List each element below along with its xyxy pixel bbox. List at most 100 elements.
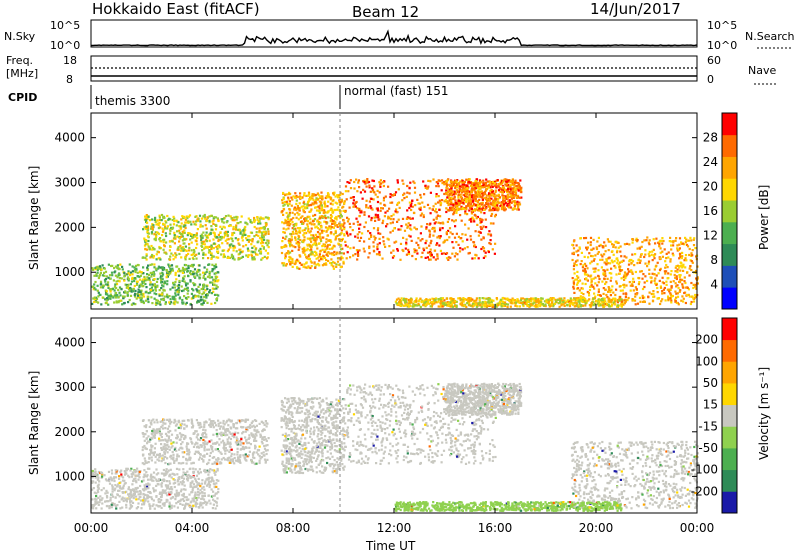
data-cell [320,239,323,243]
data-cell [589,262,592,265]
data-cell [395,302,398,305]
data-cell [282,208,286,211]
data-cell [106,293,109,296]
data-cell [298,254,301,257]
data-cell [230,243,233,246]
data-cell [617,263,620,266]
data-cell [478,198,481,201]
data-cell [321,207,324,210]
data-cell [112,279,115,282]
data-cell [359,191,362,194]
data-cell [286,193,289,196]
data-cell [642,300,645,303]
data-cell [657,272,660,275]
data-cell [575,297,578,300]
data-cell [398,206,401,209]
data-cell [569,297,572,300]
data-cell [226,250,229,253]
data-cell [595,247,599,251]
data-cell [210,257,213,260]
data-cell [594,282,597,285]
data-cell [373,191,376,194]
data-cell [210,214,213,217]
data-cell [410,202,413,205]
data-cell [661,292,664,295]
data-cell [472,218,475,221]
data-cell [501,188,504,191]
data-cell [357,223,360,226]
data-cell [451,298,454,301]
data-cell [670,244,673,247]
data-cell [127,283,130,286]
data-cell [451,252,454,255]
data-cell [339,213,342,216]
data-cell [419,193,422,197]
data-cell [683,291,686,295]
data-cell [589,236,593,239]
data-cell [559,299,562,302]
data-cell [227,224,231,228]
data-cell [288,214,291,217]
data-cell [317,222,320,226]
data-cell [345,257,348,260]
data-cell [174,280,177,284]
data-cell [461,183,464,186]
data-cell [264,231,267,234]
data-cell [113,267,116,270]
data-cell [338,199,341,202]
data-cell [665,283,668,286]
data-cell [460,208,463,211]
data-cell [314,266,317,269]
data-cell [409,299,412,302]
data-cell [494,199,497,202]
data-cell [319,238,322,241]
data-cell [303,248,306,251]
data-cell [310,203,313,206]
data-cell [452,246,455,249]
data-cell [204,234,207,237]
data-cell [578,247,581,250]
data-cell [456,191,459,194]
data-cell [570,301,573,304]
data-cell [601,245,604,248]
data-cell [181,266,185,269]
data-cell [470,212,473,215]
data-cell [500,201,503,204]
data-cell [110,288,113,291]
data-cell [405,241,408,244]
data-cell [613,298,617,301]
data-cell [142,278,145,281]
data-cell [328,243,331,246]
data-cell [437,195,440,198]
data-cell [135,297,138,300]
data-cell [300,222,304,225]
data-cell [450,191,453,194]
data-cell [407,302,410,305]
data-cell [337,215,340,218]
data-cell [294,192,297,195]
data-cell [683,276,686,279]
data-cell [358,227,361,230]
data-cell [634,286,637,289]
data-cell [501,296,504,300]
data-cell [342,252,345,255]
data-cell [262,226,265,229]
data-cell [319,249,322,252]
data-cell [317,256,320,259]
data-cell [514,304,517,307]
data-cell [215,265,218,269]
data-cell [481,184,484,188]
data-cell [477,183,480,186]
data-cell [387,215,390,218]
data-cell [390,251,393,254]
data-cell [247,240,250,243]
data-cell [433,210,437,213]
data-cell [161,293,164,296]
data-cell [97,276,100,280]
data-cell [190,241,193,244]
data-cell [608,305,611,308]
data-cell [352,202,355,205]
data-cell [169,223,172,226]
data-cell [315,263,318,266]
data-cell [354,235,357,238]
